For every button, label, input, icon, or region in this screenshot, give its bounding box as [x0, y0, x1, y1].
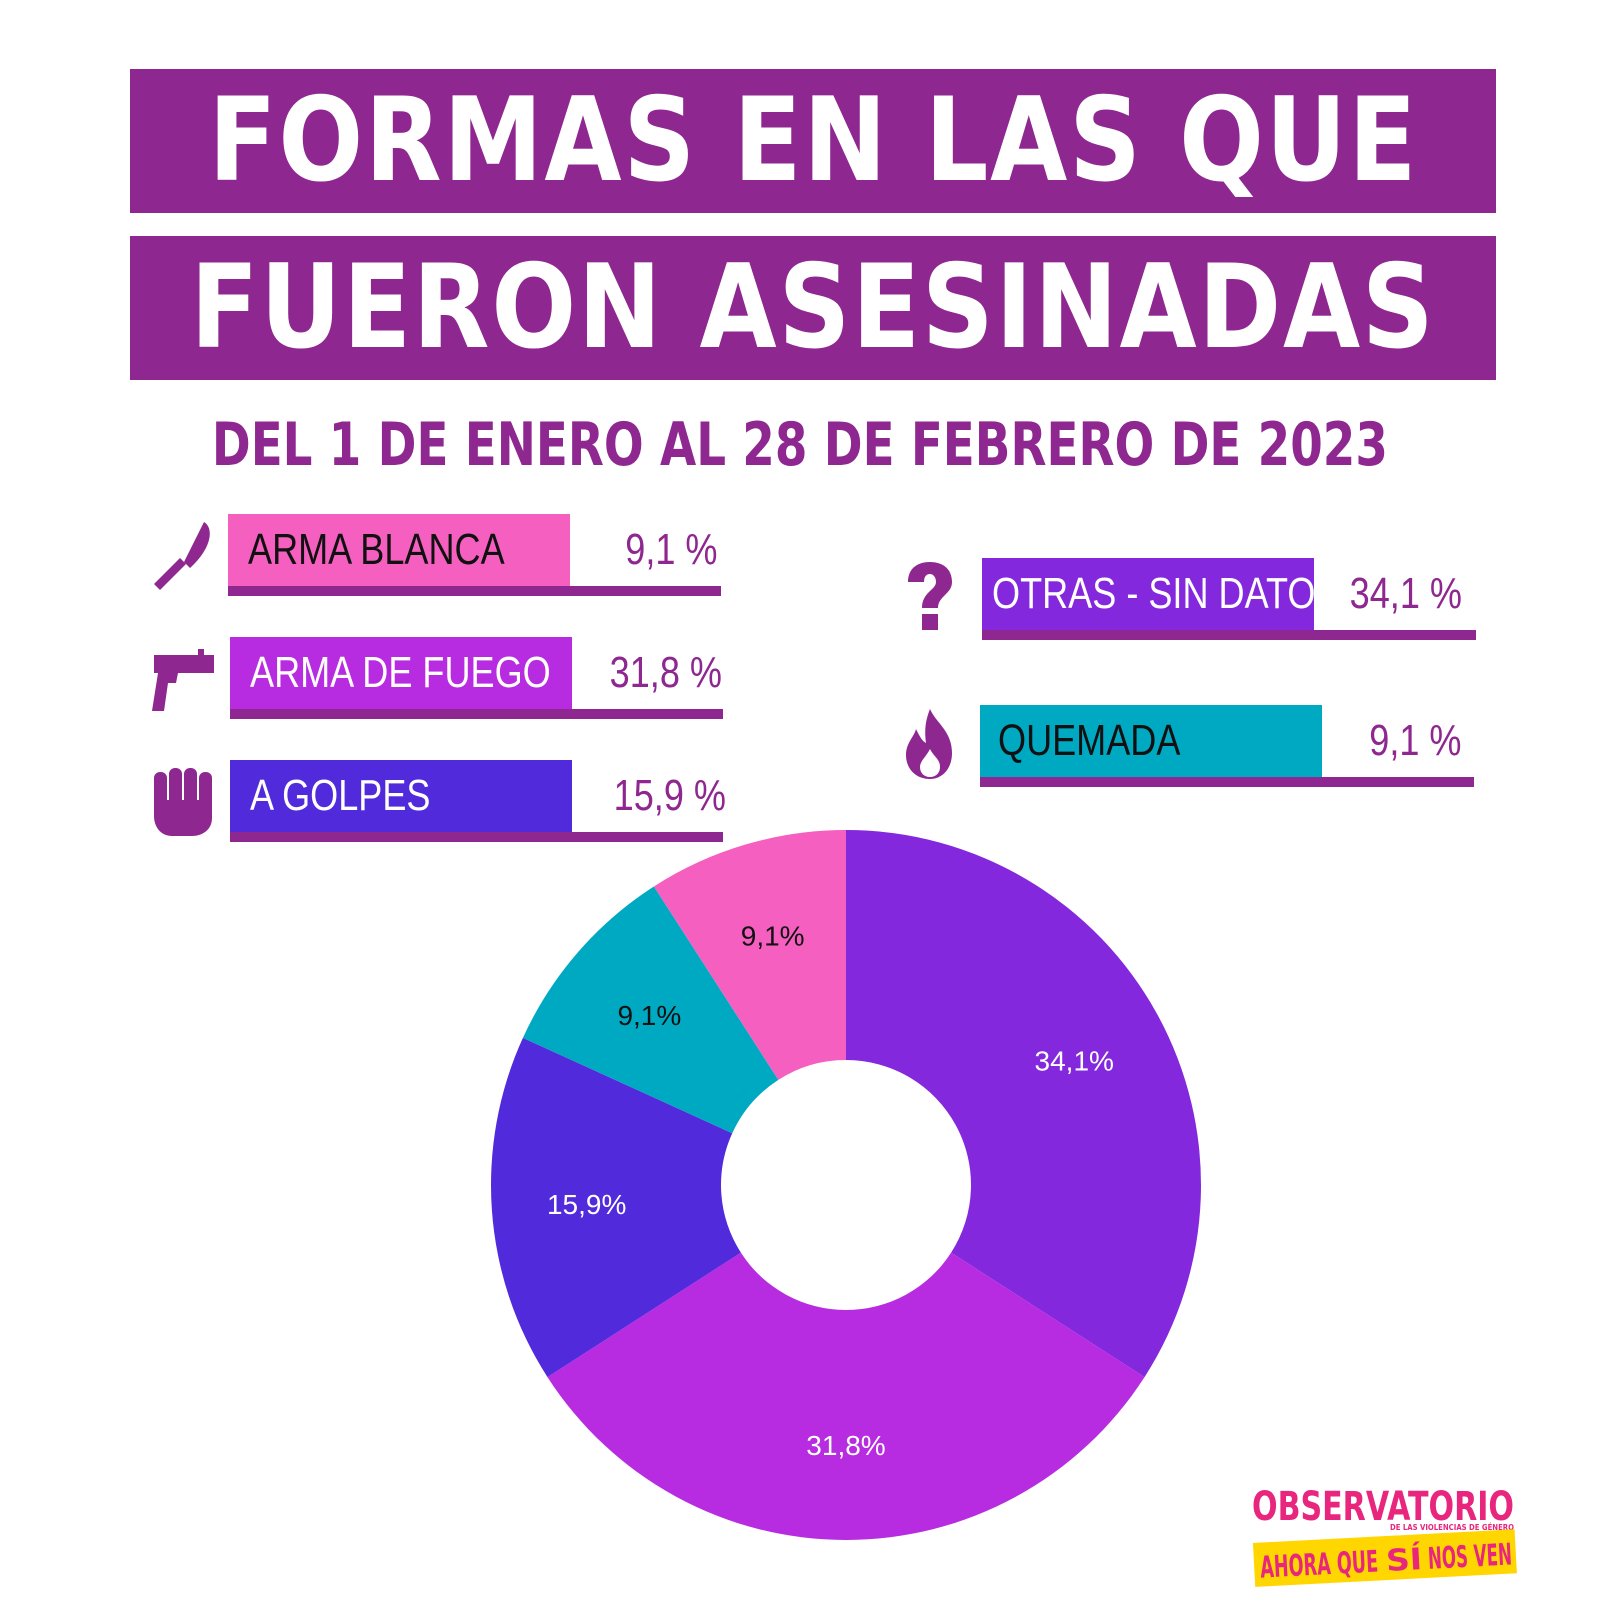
legend-label-box: A GOLPES	[230, 760, 572, 832]
logo-line-1: OBSERVATORIO	[1252, 1484, 1514, 1530]
flame-icon	[906, 709, 952, 779]
legend-label: OTRAS - SIN DATOS	[992, 569, 1340, 618]
legend-underline	[982, 630, 1476, 640]
legend-percent: 31,8 %	[572, 637, 722, 709]
legend-percent: 9,1 %	[570, 514, 718, 586]
legend-label-box: QUEMADA	[980, 705, 1322, 777]
legend-percent-text: 15,9 %	[613, 771, 726, 820]
donut-slice-a-golpes	[490, 1037, 741, 1378]
legend-label: A GOLPES	[250, 771, 431, 820]
legend-percent-text: 9,1 %	[625, 525, 718, 574]
title-line-1: FORMAS EN LAS QUE	[130, 69, 1496, 213]
subtitle-text: DEL 1 DE ENERO AL 28 DE FEBRERO DE 2023	[211, 410, 1389, 480]
legend-percent-text: 31,8 %	[609, 648, 722, 697]
legend-percent: 15,9 %	[572, 760, 726, 832]
title-line-1-text: FORMAS EN LAS QUE	[208, 73, 1418, 208]
subtitle: DEL 1 DE ENERO AL 28 DE FEBRERO DE 2023	[0, 410, 1600, 480]
donut-slice-arma-blanca	[653, 830, 846, 1080]
fist-icon	[154, 768, 212, 836]
legend-percent: 34,1 %	[1314, 558, 1462, 630]
legend-label-box: ARMA DE FUEGO	[230, 637, 572, 709]
legend-label: ARMA BLANCA	[248, 525, 505, 574]
legend-item-a-golpes: A GOLPES 15,9 %	[148, 760, 728, 846]
donut-slice-arma-de-fuego	[547, 1252, 1145, 1540]
legend-underline	[228, 586, 721, 596]
legend-underline	[230, 832, 723, 842]
knife-icon	[154, 522, 210, 590]
legend-item-arma-blanca: ARMA BLANCA 9,1 %	[148, 514, 728, 600]
donut-slice-label: 9,1%	[741, 921, 805, 952]
logo-line-2c: NOS VEN	[1427, 1537, 1513, 1576]
title-line-2: FUERON ASESINADAS	[130, 236, 1496, 380]
legend-label: QUEMADA	[998, 716, 1181, 765]
legend-label: ARMA DE FUEGO	[250, 648, 551, 697]
legend-item-otras-sin-datos: OTRAS - SIN DATOS 34,1 %	[896, 558, 1476, 644]
logo-tagline: DE LAS VIOLENCIAS DE GÉNERO	[1390, 1521, 1514, 1532]
donut-slice-label: 31,8%	[806, 1430, 885, 1461]
legend-item-quemada: QUEMADA 9,1 %	[896, 705, 1476, 791]
legend-percent-text: 34,1 %	[1349, 569, 1462, 618]
donut-slice-label: 15,9%	[547, 1189, 626, 1220]
legend-label-box: ARMA BLANCA	[228, 514, 570, 586]
logo-line-2b: SÍ	[1385, 1541, 1423, 1579]
donut-slice-otras-sin-datos	[846, 830, 1201, 1378]
question-icon	[908, 562, 952, 630]
legend-percent: 9,1 %	[1322, 705, 1462, 777]
legend-item-arma-de-fuego: ARMA DE FUEGO 31,8 %	[148, 637, 728, 723]
logo-banner	[1252, 1529, 1517, 1587]
legend-underline	[980, 777, 1474, 787]
gun-icon	[152, 649, 214, 711]
donut-slice-label: 9,1%	[617, 1000, 681, 1031]
legend-percent-text: 9,1 %	[1369, 716, 1462, 765]
logo-line-2a: AHORA QUE	[1259, 1544, 1379, 1585]
title-line-2-text: FUERON ASESINADAS	[190, 240, 1436, 375]
legend-label-box: OTRAS - SIN DATOS	[982, 558, 1339, 630]
observatorio-logo: OBSERVATORIO DE LAS VIOLENCIAS DE GÉNERO…	[1252, 1484, 1517, 1587]
donut-slice-label: 34,1%	[1035, 1045, 1114, 1076]
legend-underline	[230, 709, 723, 719]
donut-slice-quemada	[522, 886, 779, 1134]
